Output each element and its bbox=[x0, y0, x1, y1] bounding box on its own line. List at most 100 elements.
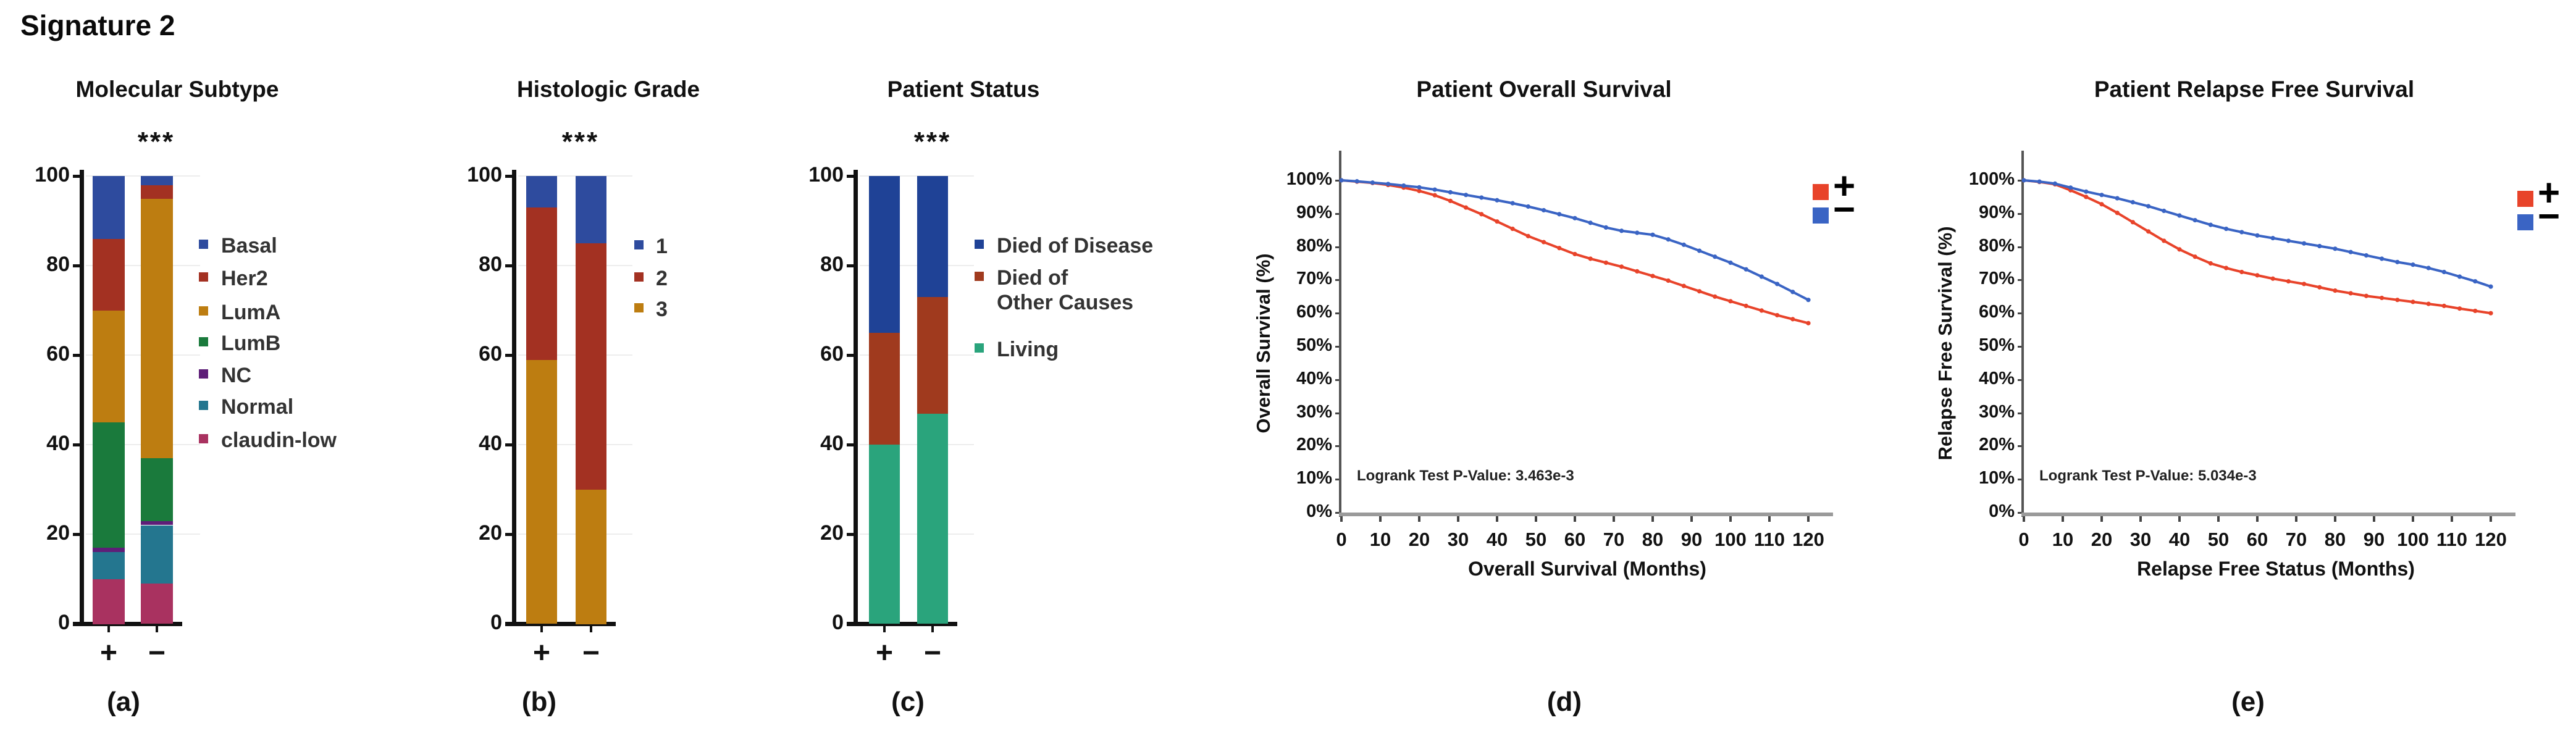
d-xtick-label-40: 40 bbox=[1486, 529, 1508, 550]
e-curve-marker bbox=[2348, 291, 2353, 296]
e-xtick-mark-100 bbox=[2412, 515, 2414, 522]
d-ytick-label-0: 0% bbox=[1306, 501, 1332, 521]
e-xtick-mark-0 bbox=[2023, 515, 2025, 522]
d-xtick-label-70: 70 bbox=[1603, 529, 1625, 550]
d-legend-swatch-minus bbox=[1813, 207, 1829, 224]
a-legend-swatch-6 bbox=[199, 434, 208, 443]
d-curve-marker bbox=[1479, 195, 1484, 200]
d-curve-marker bbox=[1557, 212, 1562, 217]
e-curve-marker bbox=[2162, 208, 2167, 214]
c-y-axis-line bbox=[854, 170, 858, 626]
e-curve-marker bbox=[2488, 311, 2493, 316]
d-xtick-mark-70 bbox=[1613, 515, 1615, 522]
c-xtick-mark-0 bbox=[883, 626, 886, 632]
e-xtick-label-0: 0 bbox=[2018, 529, 2029, 550]
e-curve-marker bbox=[2177, 247, 2182, 252]
e-curve-marker bbox=[2130, 199, 2135, 205]
e-curve-marker bbox=[2177, 213, 2182, 218]
a-bar-1-segment-LumA bbox=[141, 198, 173, 458]
d-curve-marker bbox=[1572, 251, 1577, 257]
e-curve-marker bbox=[2286, 278, 2291, 284]
b-bar-0-segment-1 bbox=[526, 176, 557, 207]
e-curve-marker bbox=[2364, 293, 2368, 298]
d-curve-marker bbox=[1713, 294, 1718, 299]
b-bar-1-segment-3 bbox=[576, 490, 606, 624]
d-curve-marker bbox=[1759, 274, 1764, 279]
d-xtick-mark-40 bbox=[1496, 515, 1498, 522]
c-panel-letter: (c) bbox=[891, 687, 925, 717]
e-curve-marker bbox=[2395, 298, 2400, 303]
b-gridline-80 bbox=[518, 265, 632, 266]
a-category-label-0: + bbox=[99, 637, 118, 669]
d-curve-marker bbox=[1510, 226, 1515, 232]
e-curve-marker bbox=[2380, 295, 2385, 301]
e-y-axis-line bbox=[2021, 151, 2024, 517]
a-ytick-label-100: 100 bbox=[35, 163, 70, 186]
d-legend-label-plus: + bbox=[1833, 165, 1856, 207]
d-x-axis-title: Overall Survival (Months) bbox=[1468, 558, 1706, 580]
e-curve-marker bbox=[2255, 233, 2260, 238]
e-ytick-label-5: 50% bbox=[1978, 335, 2015, 355]
c-bar-1-segment-Died-of-Disease bbox=[917, 176, 948, 297]
e-ytick-label-4: 40% bbox=[1978, 369, 2015, 388]
e-curve-marker bbox=[2333, 246, 2338, 251]
e-curve-marker bbox=[2130, 220, 2135, 225]
a-legend-swatch-2 bbox=[199, 306, 208, 316]
d-xtick-mark-50 bbox=[1535, 515, 1537, 522]
d-ytick-label-3: 30% bbox=[1296, 402, 1332, 422]
e-ytick-label-8: 80% bbox=[1978, 236, 2015, 256]
c-gridline-60 bbox=[860, 354, 974, 356]
a-legend-label-5: Normal bbox=[221, 395, 294, 419]
a-legend-swatch-4 bbox=[199, 369, 208, 379]
e-curve-marker bbox=[2270, 236, 2275, 241]
d-curve-marker bbox=[1495, 198, 1500, 203]
a-legend-swatch-1 bbox=[199, 272, 208, 282]
d-curve-marker bbox=[1635, 269, 1640, 274]
e-ytick-mark-9 bbox=[2018, 213, 2024, 215]
d-x-axis-line bbox=[1339, 513, 1833, 516]
a-bar-0-segment-Basal bbox=[93, 176, 125, 239]
c-gridline-80 bbox=[860, 265, 974, 266]
d-curve-marker bbox=[1775, 282, 1780, 287]
e-xtick-label-100: 100 bbox=[2397, 529, 2429, 550]
e-curve-marker bbox=[2239, 230, 2244, 235]
d-xtick-label-110: 110 bbox=[1753, 529, 1785, 550]
e-curve-marker bbox=[2192, 217, 2197, 223]
e-curve-marker bbox=[2286, 238, 2291, 243]
d-xtick-mark-120 bbox=[1807, 515, 1810, 522]
e-curve-marker bbox=[2364, 253, 2368, 258]
e-xtick-mark-90 bbox=[2373, 515, 2375, 522]
a-bar-0-segment-claudin-low bbox=[93, 579, 125, 624]
e-curve-plus bbox=[2023, 179, 2491, 315]
b-gridline-100 bbox=[518, 175, 632, 177]
a-bar-0-segment-NC bbox=[93, 548, 125, 552]
e-xtick-label-70: 70 bbox=[2285, 529, 2307, 550]
b-bar-0-segment-2 bbox=[526, 207, 557, 360]
e-curve-marker bbox=[2115, 211, 2120, 216]
d-xtick-mark-90 bbox=[1690, 515, 1693, 522]
d-curve-marker bbox=[1603, 260, 1608, 266]
e-curve-marker bbox=[2317, 243, 2322, 249]
d-curve-marker bbox=[1386, 182, 1391, 186]
a-legend-label-0: Basal bbox=[221, 234, 277, 257]
a-bar-1-segment-Normal bbox=[141, 525, 173, 584]
c-bar-1-segment-Died-of-Other-Causes bbox=[917, 297, 948, 414]
d-curve-marker bbox=[1525, 233, 1530, 238]
d-curve-marker bbox=[1728, 260, 1733, 266]
e-curve-marker bbox=[2302, 282, 2307, 287]
e-ytick-label-6: 60% bbox=[1978, 302, 2015, 322]
d-curve-marker bbox=[1417, 188, 1422, 193]
a-category-label-1: − bbox=[148, 637, 166, 669]
a-bar-1-segment-LumB bbox=[141, 458, 173, 521]
e-ytick-mark-5 bbox=[2018, 346, 2024, 348]
e-xtick-mark-120 bbox=[2490, 515, 2492, 522]
a-legend-swatch-5 bbox=[199, 401, 208, 410]
d-ytick-mark-5 bbox=[1335, 346, 1341, 348]
b-category-label-1: − bbox=[582, 637, 600, 669]
b-x-axis-line bbox=[505, 622, 616, 626]
e-xtick-mark-60 bbox=[2256, 515, 2259, 522]
e-ytick-mark-2 bbox=[2018, 445, 2024, 447]
b-ytick-label-0: 0 bbox=[490, 611, 502, 634]
d-xtick-mark-80 bbox=[1651, 515, 1654, 522]
